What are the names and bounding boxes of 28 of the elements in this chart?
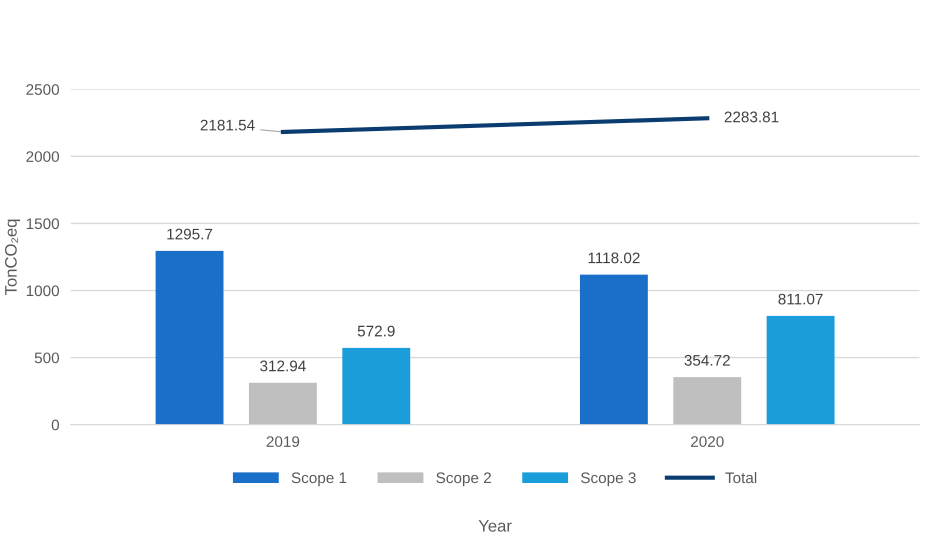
- x-tick-label: 2019: [266, 436, 300, 448]
- y-axis-title: TonCO₂eq: [4, 220, 20, 296]
- bar: [673, 377, 742, 425]
- x-axis-title: Year: [478, 520, 512, 532]
- y-tick-label: 2500: [26, 84, 60, 95]
- bar: [580, 274, 648, 425]
- bar: [248, 382, 317, 425]
- data-label: 1118.02: [588, 252, 640, 264]
- x-tick-label: 2020: [691, 436, 724, 448]
- legend-label: Scope 3: [581, 472, 636, 486]
- data-label: 312.94: [260, 360, 306, 372]
- y-tick-label: 500: [34, 352, 60, 364]
- data-label: 811.07: [778, 294, 823, 305]
- legend-label: Total: [725, 472, 756, 484]
- legend-label: Scope 1: [292, 472, 346, 486]
- y-tick-label: 1000: [26, 285, 60, 296]
- y-tick-label: 0: [52, 420, 60, 430]
- y-tick-label: 1500: [26, 218, 60, 230]
- data-label: 2283.81: [724, 112, 778, 122]
- data-label: 2181.54: [200, 120, 255, 131]
- data-label: 354.72: [684, 354, 730, 366]
- bar: [342, 348, 410, 425]
- legend-label: Scope 2: [436, 472, 491, 486]
- bar: [766, 316, 835, 425]
- bar: [156, 250, 224, 425]
- data-label: 572.9: [358, 326, 395, 336]
- data-label: 1295.7: [167, 228, 212, 240]
- y-tick-label: 2000: [26, 151, 60, 162]
